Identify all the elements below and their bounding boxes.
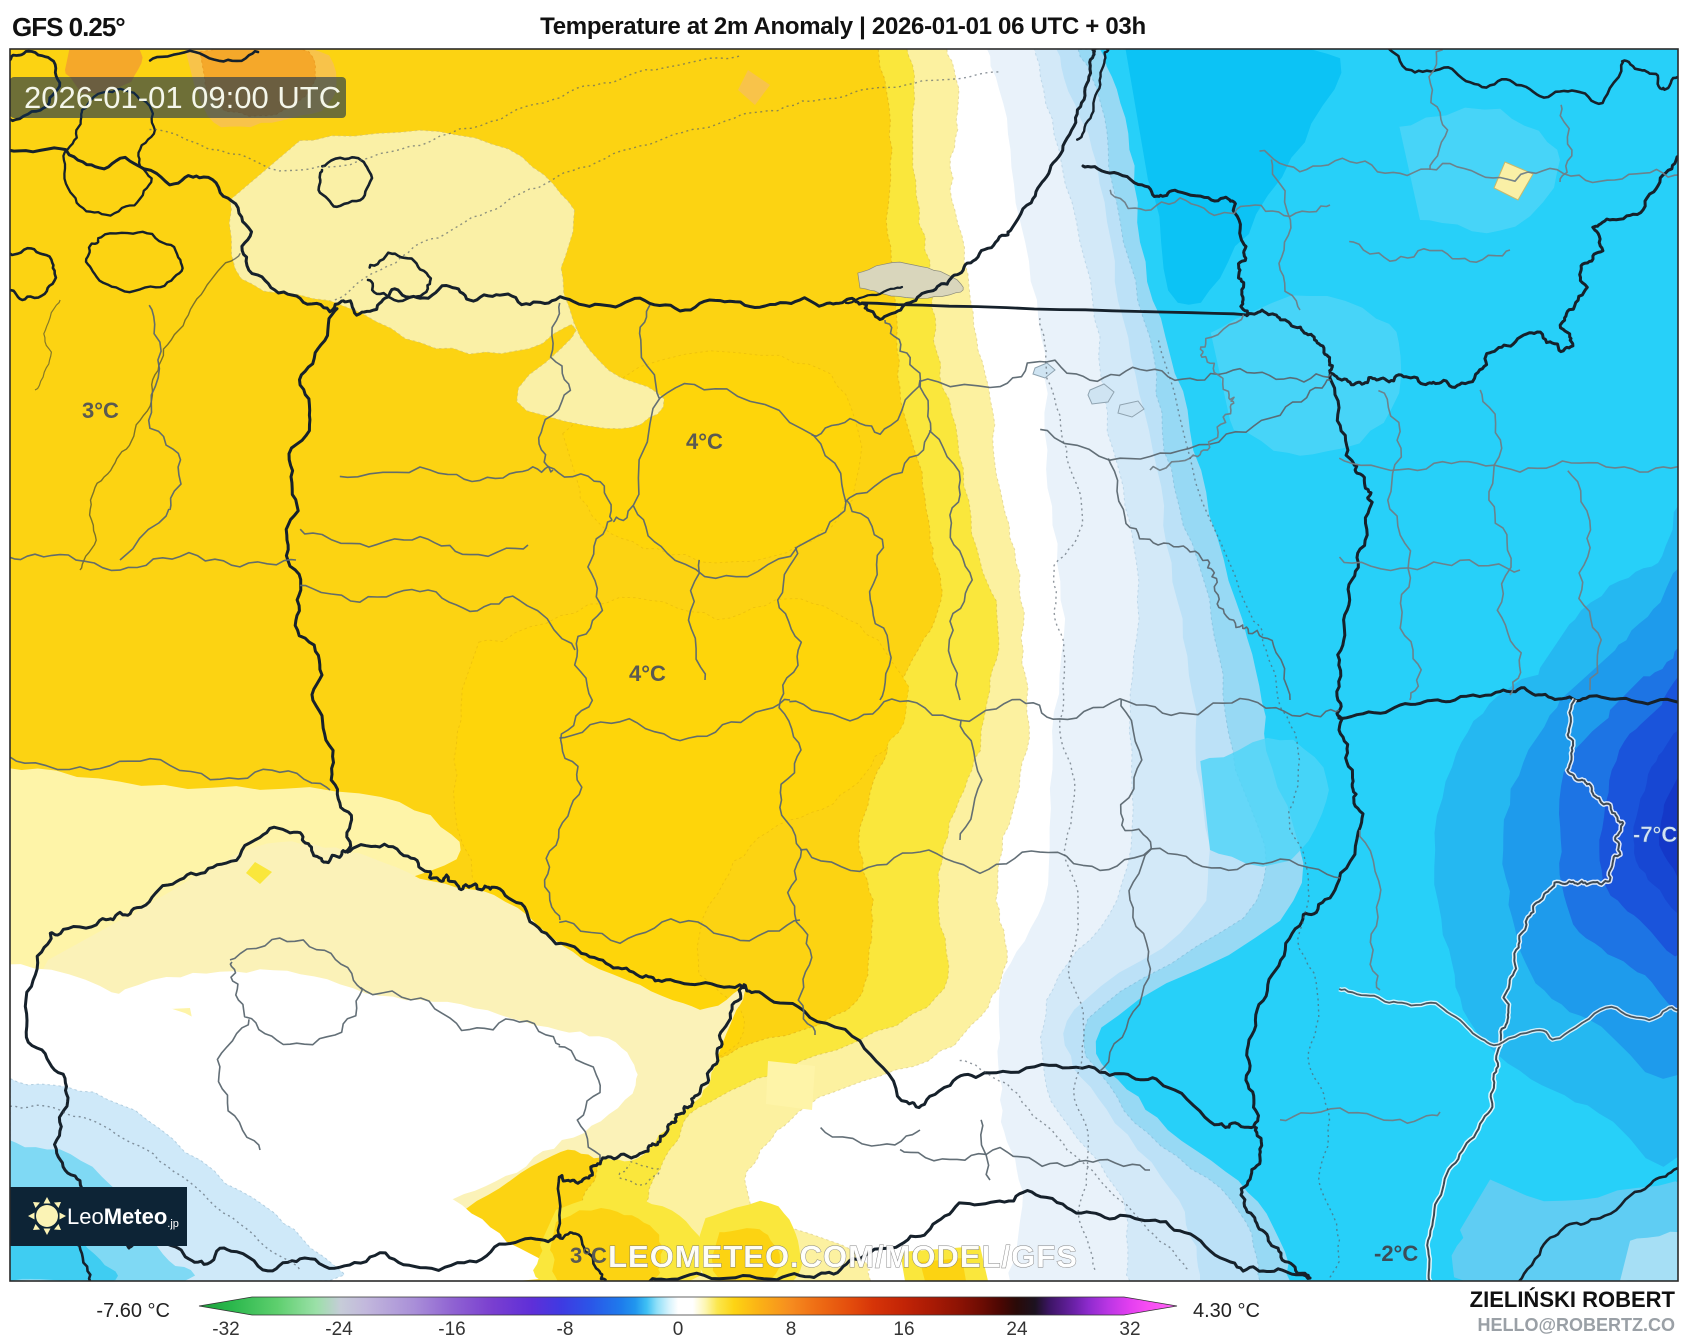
svg-text:-8: -8 [557, 1319, 574, 1338]
svg-text:4.30 °C: 4.30 °C [1193, 1300, 1260, 1322]
svg-text:-7°C: -7°C [1633, 822, 1677, 847]
svg-text:ZIELIŃSKI ROBERT: ZIELIŃSKI ROBERT [1470, 1287, 1676, 1312]
svg-text:4°C: 4°C [686, 429, 723, 454]
svg-text:3°C: 3°C [82, 398, 119, 423]
svg-text:-32: -32 [212, 1319, 239, 1338]
svg-text:4°C: 4°C [629, 661, 666, 686]
svg-text:3°C: 3°C [570, 1243, 607, 1268]
svg-text:16: 16 [893, 1319, 914, 1338]
svg-text:-24: -24 [325, 1319, 353, 1338]
svg-text:LeoMeteo.jp: LeoMeteo.jp [67, 1204, 179, 1230]
svg-text:GFS 0.25°: GFS 0.25° [12, 12, 125, 42]
svg-text:Temperature at 2m Anomaly | 20: Temperature at 2m Anomaly | 2026-01-01 0… [540, 13, 1146, 40]
svg-text:24: 24 [1006, 1319, 1028, 1338]
svg-text:0: 0 [673, 1319, 684, 1338]
svg-text:LEOMETEO.COM/MODEL/GFS: LEOMETEO.COM/MODEL/GFS [608, 1239, 1078, 1274]
svg-text:8: 8 [786, 1319, 797, 1338]
svg-text:32: 32 [1119, 1319, 1140, 1338]
svg-text:-7.60 °C: -7.60 °C [96, 1300, 170, 1322]
svg-text:2026-01-01 09:00 UTC: 2026-01-01 09:00 UTC [24, 80, 341, 115]
svg-text:-2°C: -2°C [1374, 1241, 1418, 1266]
svg-text:-16: -16 [438, 1319, 465, 1338]
svg-text:HELLO@ROBERTZ.CO: HELLO@ROBERTZ.CO [1477, 1315, 1675, 1335]
